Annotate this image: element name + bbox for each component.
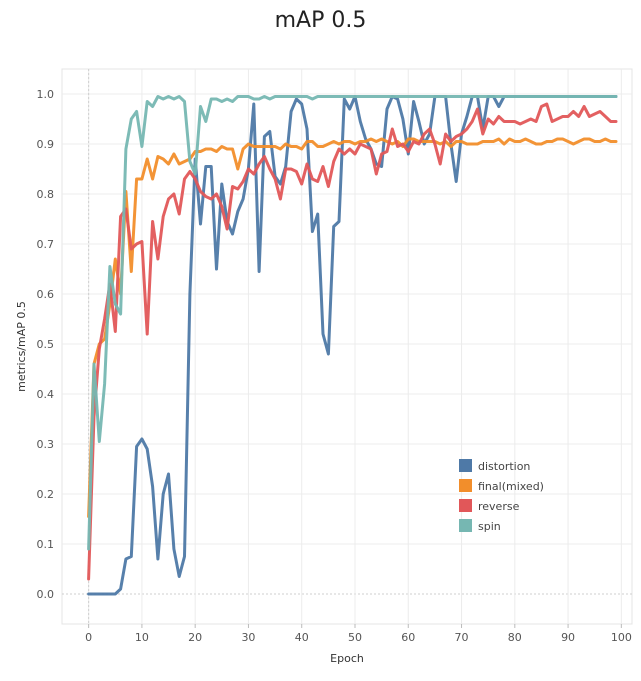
legend-label: spin — [478, 520, 501, 533]
legend-label: reverse — [478, 500, 520, 513]
x-tick-label: 100 — [611, 631, 632, 644]
x-tick-label: 70 — [455, 631, 469, 644]
x-tick-label: 10 — [135, 631, 149, 644]
series-layer — [87, 95, 618, 596]
series-line-distortion — [87, 95, 618, 596]
series-line-spin — [87, 95, 618, 551]
x-tick-label: 80 — [508, 631, 522, 644]
y-tick-label: 0.0 — [37, 588, 55, 601]
y-tick-label: 0.9 — [37, 138, 55, 151]
axis-layer: 0.0 0.1 0.2 0.3 0.4 0.5 0.6 0.7 0.8 0.9 1.0 0 10 20 30… — [37, 88, 632, 644]
x-tick-label: 30 — [241, 631, 255, 644]
x-tick-label: 90 — [561, 631, 575, 644]
legend-swatch — [459, 519, 472, 532]
chart-title: mAP 0.5 — [274, 8, 367, 33]
y-tick-label: 0.1 — [37, 538, 55, 551]
series-line-final-mixed- — [87, 137, 618, 518]
x-tick-label: 50 — [348, 631, 362, 644]
x-tick-label: 60 — [401, 631, 415, 644]
legend-swatch — [459, 459, 472, 472]
y-tick-label: 0.2 — [37, 488, 55, 501]
y-tick-label: 0.7 — [37, 238, 55, 251]
x-tick-label: 20 — [188, 631, 202, 644]
legend-swatch — [459, 479, 472, 492]
y-tick-label: 0.6 — [37, 288, 55, 301]
series-line-reverse — [87, 102, 618, 581]
y-tick-label: 0.5 — [37, 338, 55, 351]
y-tick-label: 0.8 — [37, 188, 55, 201]
legend-label: final(mixed) — [478, 480, 544, 493]
plot-frame — [61, 68, 633, 625]
legend: distortion final(mixed) reverse spin — [459, 459, 544, 533]
y-tick-label: 0.3 — [37, 438, 55, 451]
y-axis-title: metrics/mAP 0.5 — [15, 301, 28, 392]
legend-label: distortion — [478, 460, 530, 473]
x-tick-label: 0 — [85, 631, 92, 644]
x-axis-title: Epoch — [330, 652, 364, 665]
x-tick-label: 40 — [295, 631, 309, 644]
y-tick-label: 1.0 — [37, 88, 55, 101]
legend-swatch — [459, 499, 472, 512]
y-tick-label: 0.4 — [37, 388, 55, 401]
